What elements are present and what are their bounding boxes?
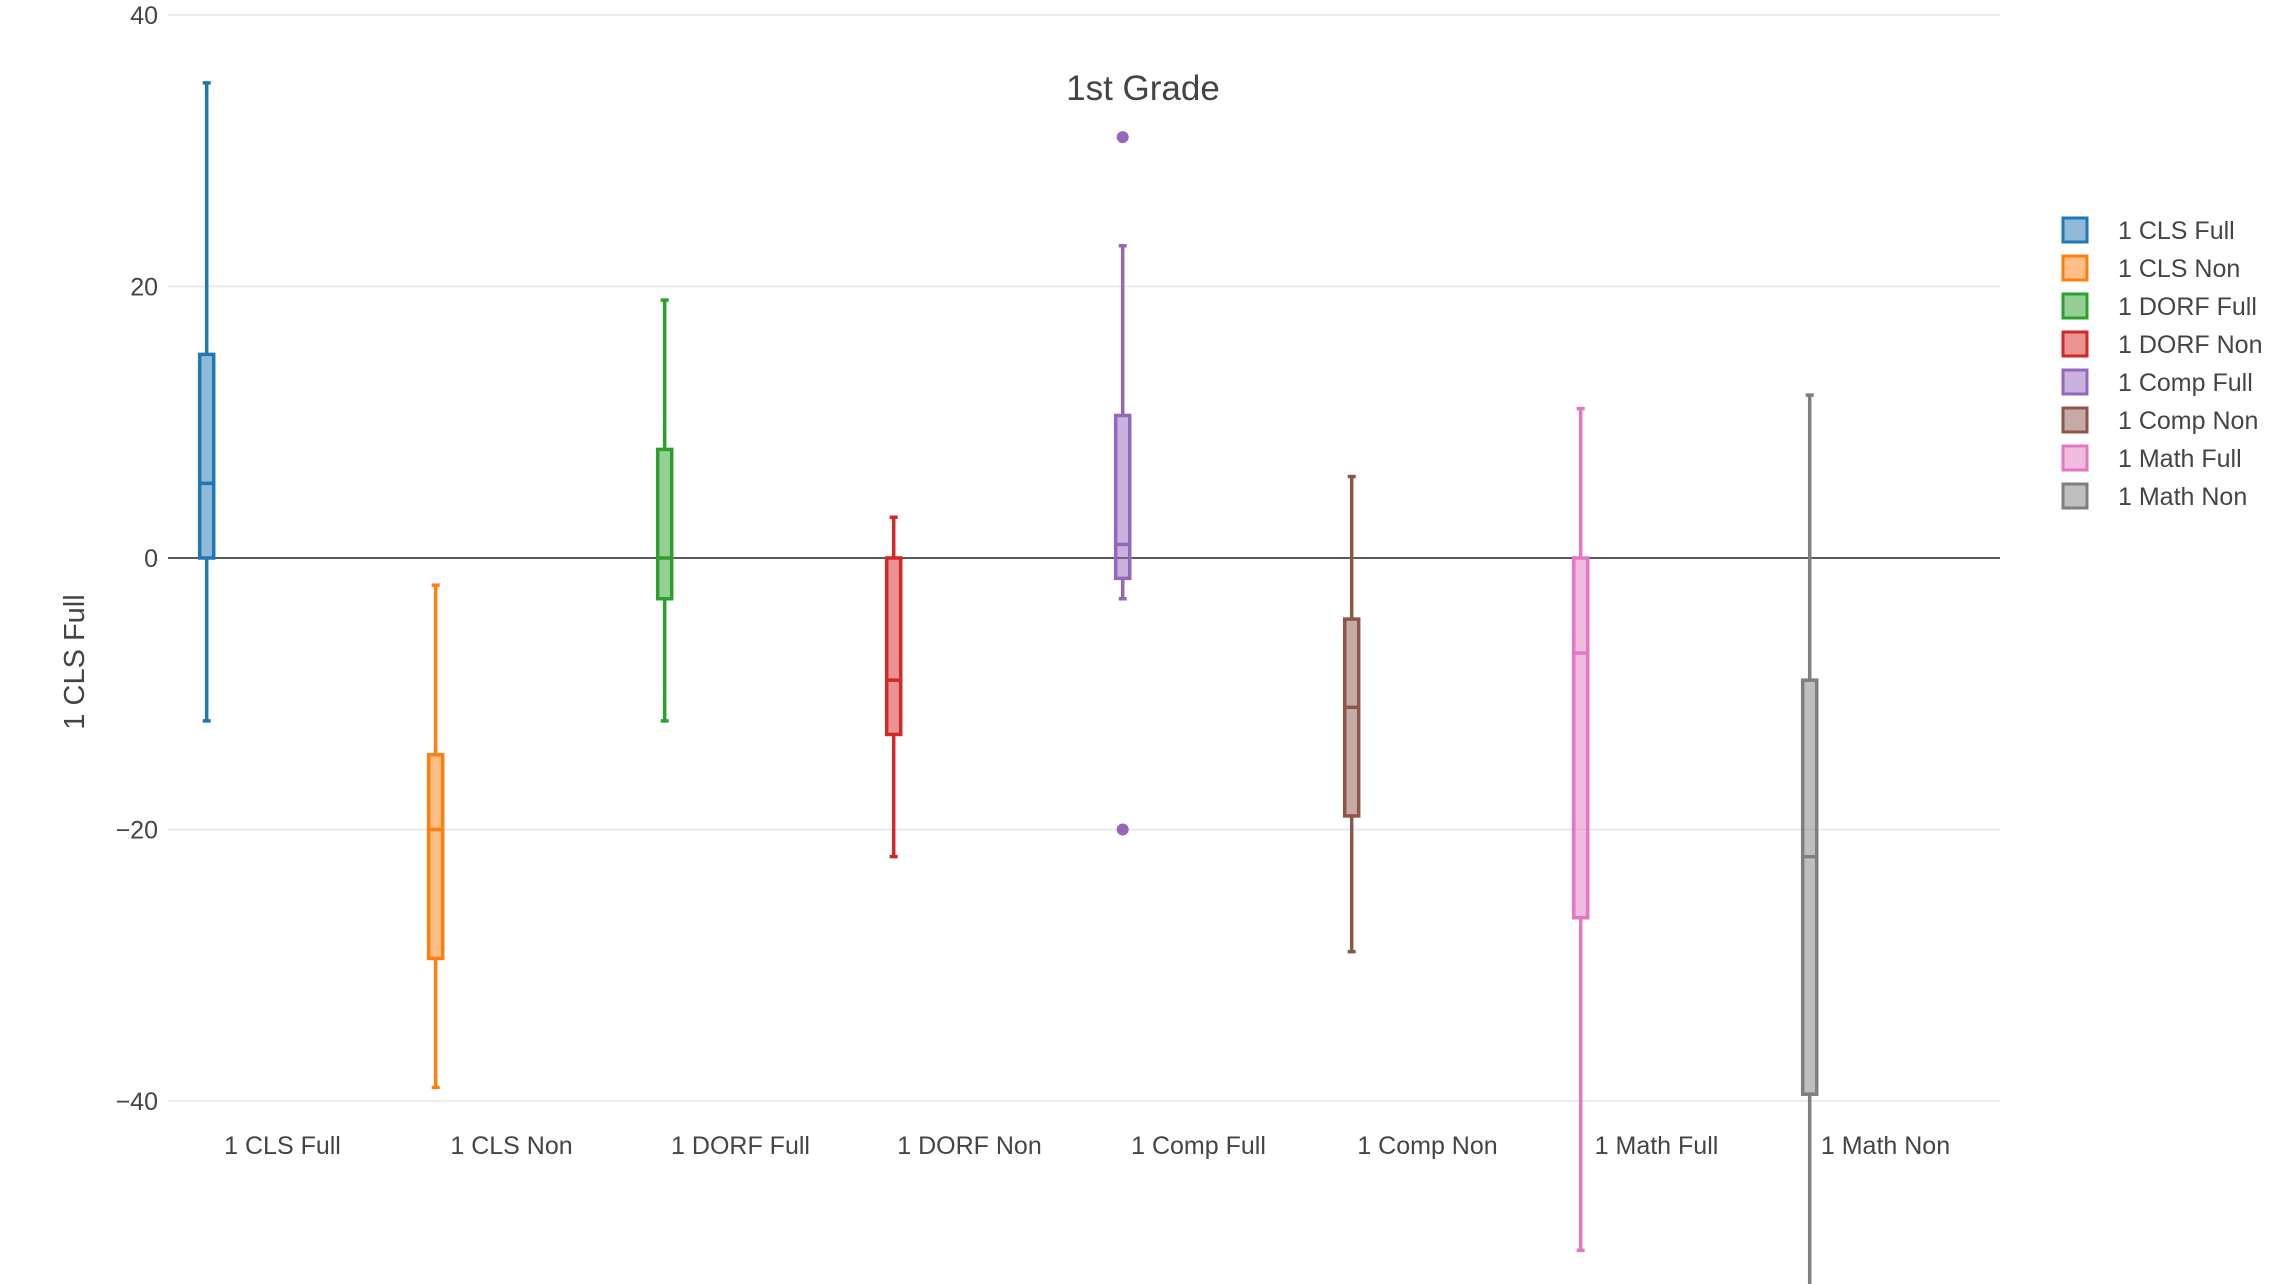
y-tick-label: 20 xyxy=(130,274,158,302)
x-tick-label: 1 Comp Non xyxy=(1357,1132,1497,1160)
y-tick-label: 0 xyxy=(144,545,158,573)
legend-item-1-math-non[interactable]: 1 Math Non xyxy=(2061,482,2247,511)
box-1-cls-non[interactable] xyxy=(426,583,445,1090)
legend-item-1-comp-full[interactable]: 1 Comp Full xyxy=(2061,368,2253,397)
legend-label: 1 DORF Non xyxy=(2118,331,2262,359)
legend-swatch xyxy=(2061,254,2089,282)
legend-label: 1 Math Non xyxy=(2118,483,2247,511)
x-tick-label: 1 Math Non xyxy=(1821,1132,1950,1160)
outlier-point xyxy=(1116,131,1129,144)
legend-item-1-dorf-full[interactable]: 1 DORF Full xyxy=(2061,292,2257,321)
x-tick-label: 1 DORF Non xyxy=(897,1132,1041,1160)
box-1-comp-full[interactable] xyxy=(1113,131,1132,836)
box-iqr xyxy=(1571,556,1590,920)
legend-swatch xyxy=(2061,482,2089,510)
legend-label: 1 DORF Full xyxy=(2118,293,2257,321)
x-tick-label: 1 CLS Full xyxy=(224,1132,341,1160)
y-tick-label: −20 xyxy=(116,817,158,845)
legend-item-1-cls-non[interactable]: 1 CLS Non xyxy=(2061,254,2240,283)
legend-item-1-dorf-non[interactable]: 1 DORF Non xyxy=(2061,330,2262,359)
legend-swatch xyxy=(2061,330,2089,358)
legend-item-1-math-full[interactable]: 1 Math Full xyxy=(2061,444,2242,473)
x-tick-labels: 1 CLS Full 1 CLS Non 1 DORF Full 1 DORF Non… xyxy=(224,1132,1950,1160)
y-axis-title: 1 CLS Full xyxy=(59,594,91,729)
x-tick-label: 1 CLS Non xyxy=(450,1132,572,1160)
box-iqr xyxy=(1113,413,1132,581)
box-1-comp-non[interactable] xyxy=(1342,474,1361,954)
x-tick-label: 1 Comp Full xyxy=(1131,1132,1266,1160)
legend-swatch xyxy=(2061,292,2089,320)
box-iqr xyxy=(884,556,903,737)
x-tick-label: 1 DORF Full xyxy=(671,1132,810,1160)
legend-label: 1 Math Full xyxy=(2118,445,2242,473)
legend-label: 1 Comp Full xyxy=(2118,369,2253,397)
legend-label: 1 Comp Non xyxy=(2118,407,2258,435)
box-1-dorf-non[interactable] xyxy=(884,515,903,859)
legend-label: 1 CLS Non xyxy=(2118,255,2240,283)
box-1-math-full[interactable] xyxy=(1571,0,1590,1253)
box-iqr xyxy=(1800,678,1819,1096)
legend-swatch xyxy=(2061,216,2089,244)
legend-swatch xyxy=(2061,368,2089,396)
box-iqr xyxy=(197,352,216,560)
outlier-point xyxy=(1116,823,1129,836)
y-tick-label: −40 xyxy=(116,1088,158,1116)
box-layer xyxy=(197,0,1819,1284)
box-iqr xyxy=(655,447,674,601)
legend-item-1-cls-full[interactable]: 1 CLS Full xyxy=(2061,216,2235,245)
legend-label: 1 CLS Full xyxy=(2118,217,2235,245)
box-1-math-non[interactable] xyxy=(1800,393,1819,1284)
legend-swatch xyxy=(2061,444,2089,472)
box-iqr xyxy=(1342,617,1361,818)
box-iqr xyxy=(426,753,445,961)
box-1-dorf-full[interactable] xyxy=(655,298,674,723)
legend-swatch xyxy=(2061,406,2089,434)
grid-layer xyxy=(168,14,2000,1102)
chart-title: 1st Grade xyxy=(1066,69,1220,108)
y-tick-label: 40 xyxy=(130,2,158,30)
legend-item-1-comp-non[interactable]: 1 Comp Non xyxy=(2061,406,2258,435)
box-1-cls-full[interactable] xyxy=(197,0,216,723)
x-tick-label: 1 Math Full xyxy=(1595,1132,1719,1160)
legend[interactable]: 1 CLS Full 1 CLS Non 1 DORF Full 1 DORF Non… xyxy=(2061,216,2262,511)
